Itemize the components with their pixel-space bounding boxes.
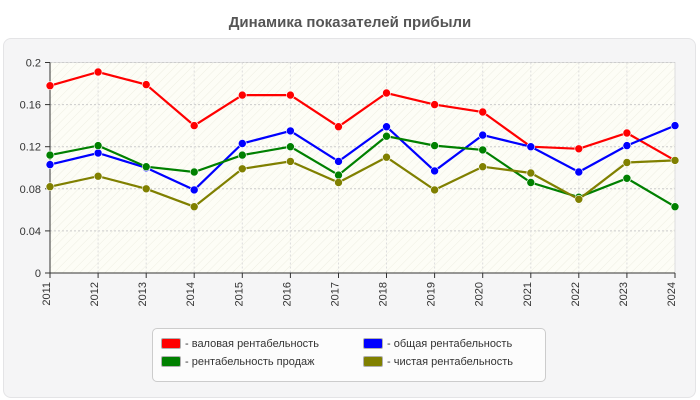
svg-text:2015: 2015 xyxy=(233,282,245,306)
svg-text:0.04: 0.04 xyxy=(20,226,41,238)
svg-text:0.08: 0.08 xyxy=(20,184,41,196)
svg-text:2020: 2020 xyxy=(474,282,486,306)
svg-text:2019: 2019 xyxy=(426,282,438,306)
svg-text:2013: 2013 xyxy=(137,282,149,306)
svg-text:2011: 2011 xyxy=(41,282,53,306)
svg-text:2023: 2023 xyxy=(618,282,630,306)
svg-text:0: 0 xyxy=(35,268,41,280)
svg-text:2024: 2024 xyxy=(666,282,678,306)
svg-text:0.16: 0.16 xyxy=(20,100,41,112)
svg-text:0.2: 0.2 xyxy=(26,58,41,70)
svg-text:2017: 2017 xyxy=(330,282,342,306)
svg-text:2018: 2018 xyxy=(378,282,390,306)
svg-text:2014: 2014 xyxy=(185,282,197,306)
svg-text:2021: 2021 xyxy=(522,282,534,306)
svg-text:0.12: 0.12 xyxy=(20,142,41,154)
svg-text:2012: 2012 xyxy=(89,282,101,306)
svg-text:2022: 2022 xyxy=(570,282,582,306)
svg-text:2016: 2016 xyxy=(281,282,293,306)
